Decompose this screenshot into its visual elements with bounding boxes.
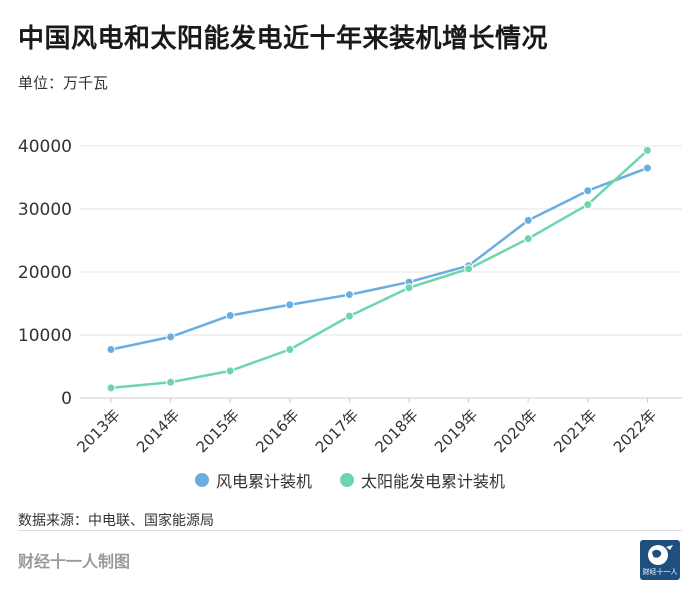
legend-item-wind[interactable]: 风电累计装机 <box>194 468 312 492</box>
series-1-point[interactable] <box>225 366 235 376</box>
globe-icon <box>648 545 673 565</box>
series-1-point[interactable] <box>344 311 354 321</box>
legend-label-solar: 太阳能发电累计装机 <box>361 472 506 491</box>
x-tick-label: 2017年 <box>312 406 362 456</box>
legend-dot-solar <box>340 473 354 487</box>
series-0-point[interactable] <box>166 332 176 342</box>
logo-text: 财经十一人 <box>642 568 678 576</box>
data-source: 数据来源：中电联、国家能源局 <box>18 513 214 529</box>
unit-label: 单位：万千瓦 <box>18 74 109 92</box>
brand-logo: 财经十一人 <box>640 540 680 580</box>
page-title: 中国风电和太阳能发电近十年来装机增长情况 <box>18 24 549 54</box>
credit-label: 财经十一人制图 <box>18 552 131 571</box>
series-0-point[interactable] <box>523 215 533 225</box>
series-points <box>106 145 652 393</box>
x-tick-label: 2013年 <box>73 406 123 456</box>
series-line-0 <box>110 166 648 351</box>
y-axis-ticks: 0 10000 20000 30000 40000 <box>18 137 72 409</box>
x-tick-label: 2019年 <box>431 406 481 456</box>
legend-dot-wind <box>194 473 209 487</box>
series-0-point[interactable] <box>285 300 295 310</box>
series-0-point[interactable] <box>225 310 235 320</box>
series-1-point[interactable] <box>583 200 593 210</box>
x-tick-label: 2015年 <box>193 406 243 456</box>
x-tick-label: 2016年 <box>252 406 302 456</box>
x-tick-label: 2022年 <box>610 406 660 456</box>
series-1-point[interactable] <box>642 145 652 155</box>
x-tick-label: 2020年 <box>491 406 541 456</box>
series-1-point[interactable] <box>464 264 474 274</box>
y-tick-label: 0 <box>61 389 72 409</box>
x-axis-ticks: 2013年 2014年 2015年 2016年 2017年 2018年 2019年 2020年… <box>73 398 660 456</box>
series-0-point[interactable] <box>583 186 593 196</box>
chart-legend: 风电累计装机 太阳能发电累计装机 <box>0 468 700 492</box>
y-tick-label: 30000 <box>18 200 72 220</box>
series-line-1 <box>110 149 649 390</box>
series-1-point[interactable] <box>404 283 414 293</box>
legend-label-wind: 风电累计装机 <box>215 472 312 491</box>
series-0-point[interactable] <box>344 290 354 300</box>
y-tick-label: 20000 <box>18 263 72 283</box>
series-1-point[interactable] <box>285 344 295 354</box>
x-tick-label: 2018年 <box>371 406 421 456</box>
x-tick-label: 2014年 <box>133 406 183 456</box>
series-1-point[interactable] <box>166 377 176 387</box>
y-tick-label: 40000 <box>18 137 72 157</box>
series-1-point[interactable] <box>106 383 116 393</box>
y-tick-label: 10000 <box>18 326 72 346</box>
series-0-point[interactable] <box>106 344 116 354</box>
series-0-point[interactable] <box>642 163 652 173</box>
series-1-point[interactable] <box>523 234 533 244</box>
x-tick-label: 2021年 <box>550 406 600 456</box>
grid-lines <box>80 145 682 399</box>
footer-divider <box>18 530 682 531</box>
series-lines <box>110 149 649 390</box>
legend-item-solar[interactable]: 太阳能发电累计装机 <box>340 468 505 492</box>
